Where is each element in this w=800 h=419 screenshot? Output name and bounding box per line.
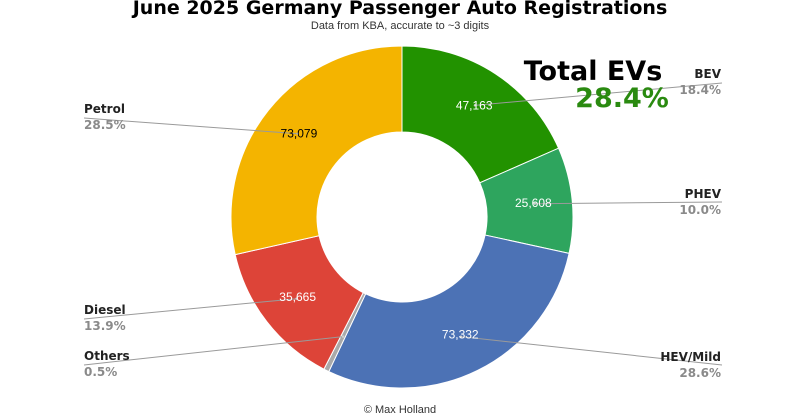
labels-group: 47,163 BEV 18.4% 25,608 PHEV 10.0% 73,332 HEV/M… xyxy=(84,67,722,380)
leader-line-hev-mild xyxy=(460,336,723,366)
percent-label-hev-mild: 28.6% xyxy=(679,366,721,380)
percent-label-bev: 18.4% xyxy=(679,83,721,97)
leader-line-petrol xyxy=(83,117,298,135)
total-evs-label: Total EVs xyxy=(524,56,663,87)
category-label-bev: BEV xyxy=(694,67,721,81)
leader-dot-others xyxy=(341,335,345,338)
leader-dot-phev xyxy=(533,202,536,205)
percent-label-phev: 10.0% xyxy=(679,203,721,217)
slice-petrol xyxy=(230,45,403,256)
leader-lines-group xyxy=(83,82,723,366)
value-label-phev: 25,608 xyxy=(515,196,552,210)
slice-hev-mild xyxy=(328,234,570,389)
value-label-hev-mild: 73,332 xyxy=(442,328,479,342)
percent-label-diesel: 13.9% xyxy=(84,319,126,333)
leader-dot-hev-mild xyxy=(459,335,463,338)
category-label-hev-mild: HEV/Mild xyxy=(660,350,721,364)
slice-bev xyxy=(401,45,560,184)
leader-line-phev xyxy=(534,201,723,205)
percent-label-others: 0.5% xyxy=(84,365,117,379)
slices-group xyxy=(230,45,574,389)
chart-credit: © Max Holland xyxy=(364,404,436,416)
value-label-petrol: 73,079 xyxy=(281,127,318,141)
leader-line-diesel xyxy=(83,298,297,320)
value-label-diesel: 35,665 xyxy=(279,290,316,304)
chart-title: June 2025 Germany Passenger Auto Registr… xyxy=(131,0,668,19)
category-label-phev: PHEV xyxy=(685,187,722,201)
category-label-petrol: Petrol xyxy=(84,102,125,116)
leader-dot-bev xyxy=(473,104,477,107)
leader-dot-petrol xyxy=(296,132,300,135)
percent-label-petrol: 28.5% xyxy=(84,118,126,132)
chart-subtitle: Data from KBA, accurate to ~3 digits xyxy=(311,20,490,32)
category-label-diesel: Diesel xyxy=(84,303,126,317)
leader-line-bev xyxy=(474,82,723,106)
total-evs-value: 28.4% xyxy=(575,83,669,114)
category-label-others: Others xyxy=(84,349,130,363)
value-label-bev: 47,163 xyxy=(456,99,493,113)
leader-dot-diesel xyxy=(295,297,298,300)
leader-line-others xyxy=(83,336,344,366)
